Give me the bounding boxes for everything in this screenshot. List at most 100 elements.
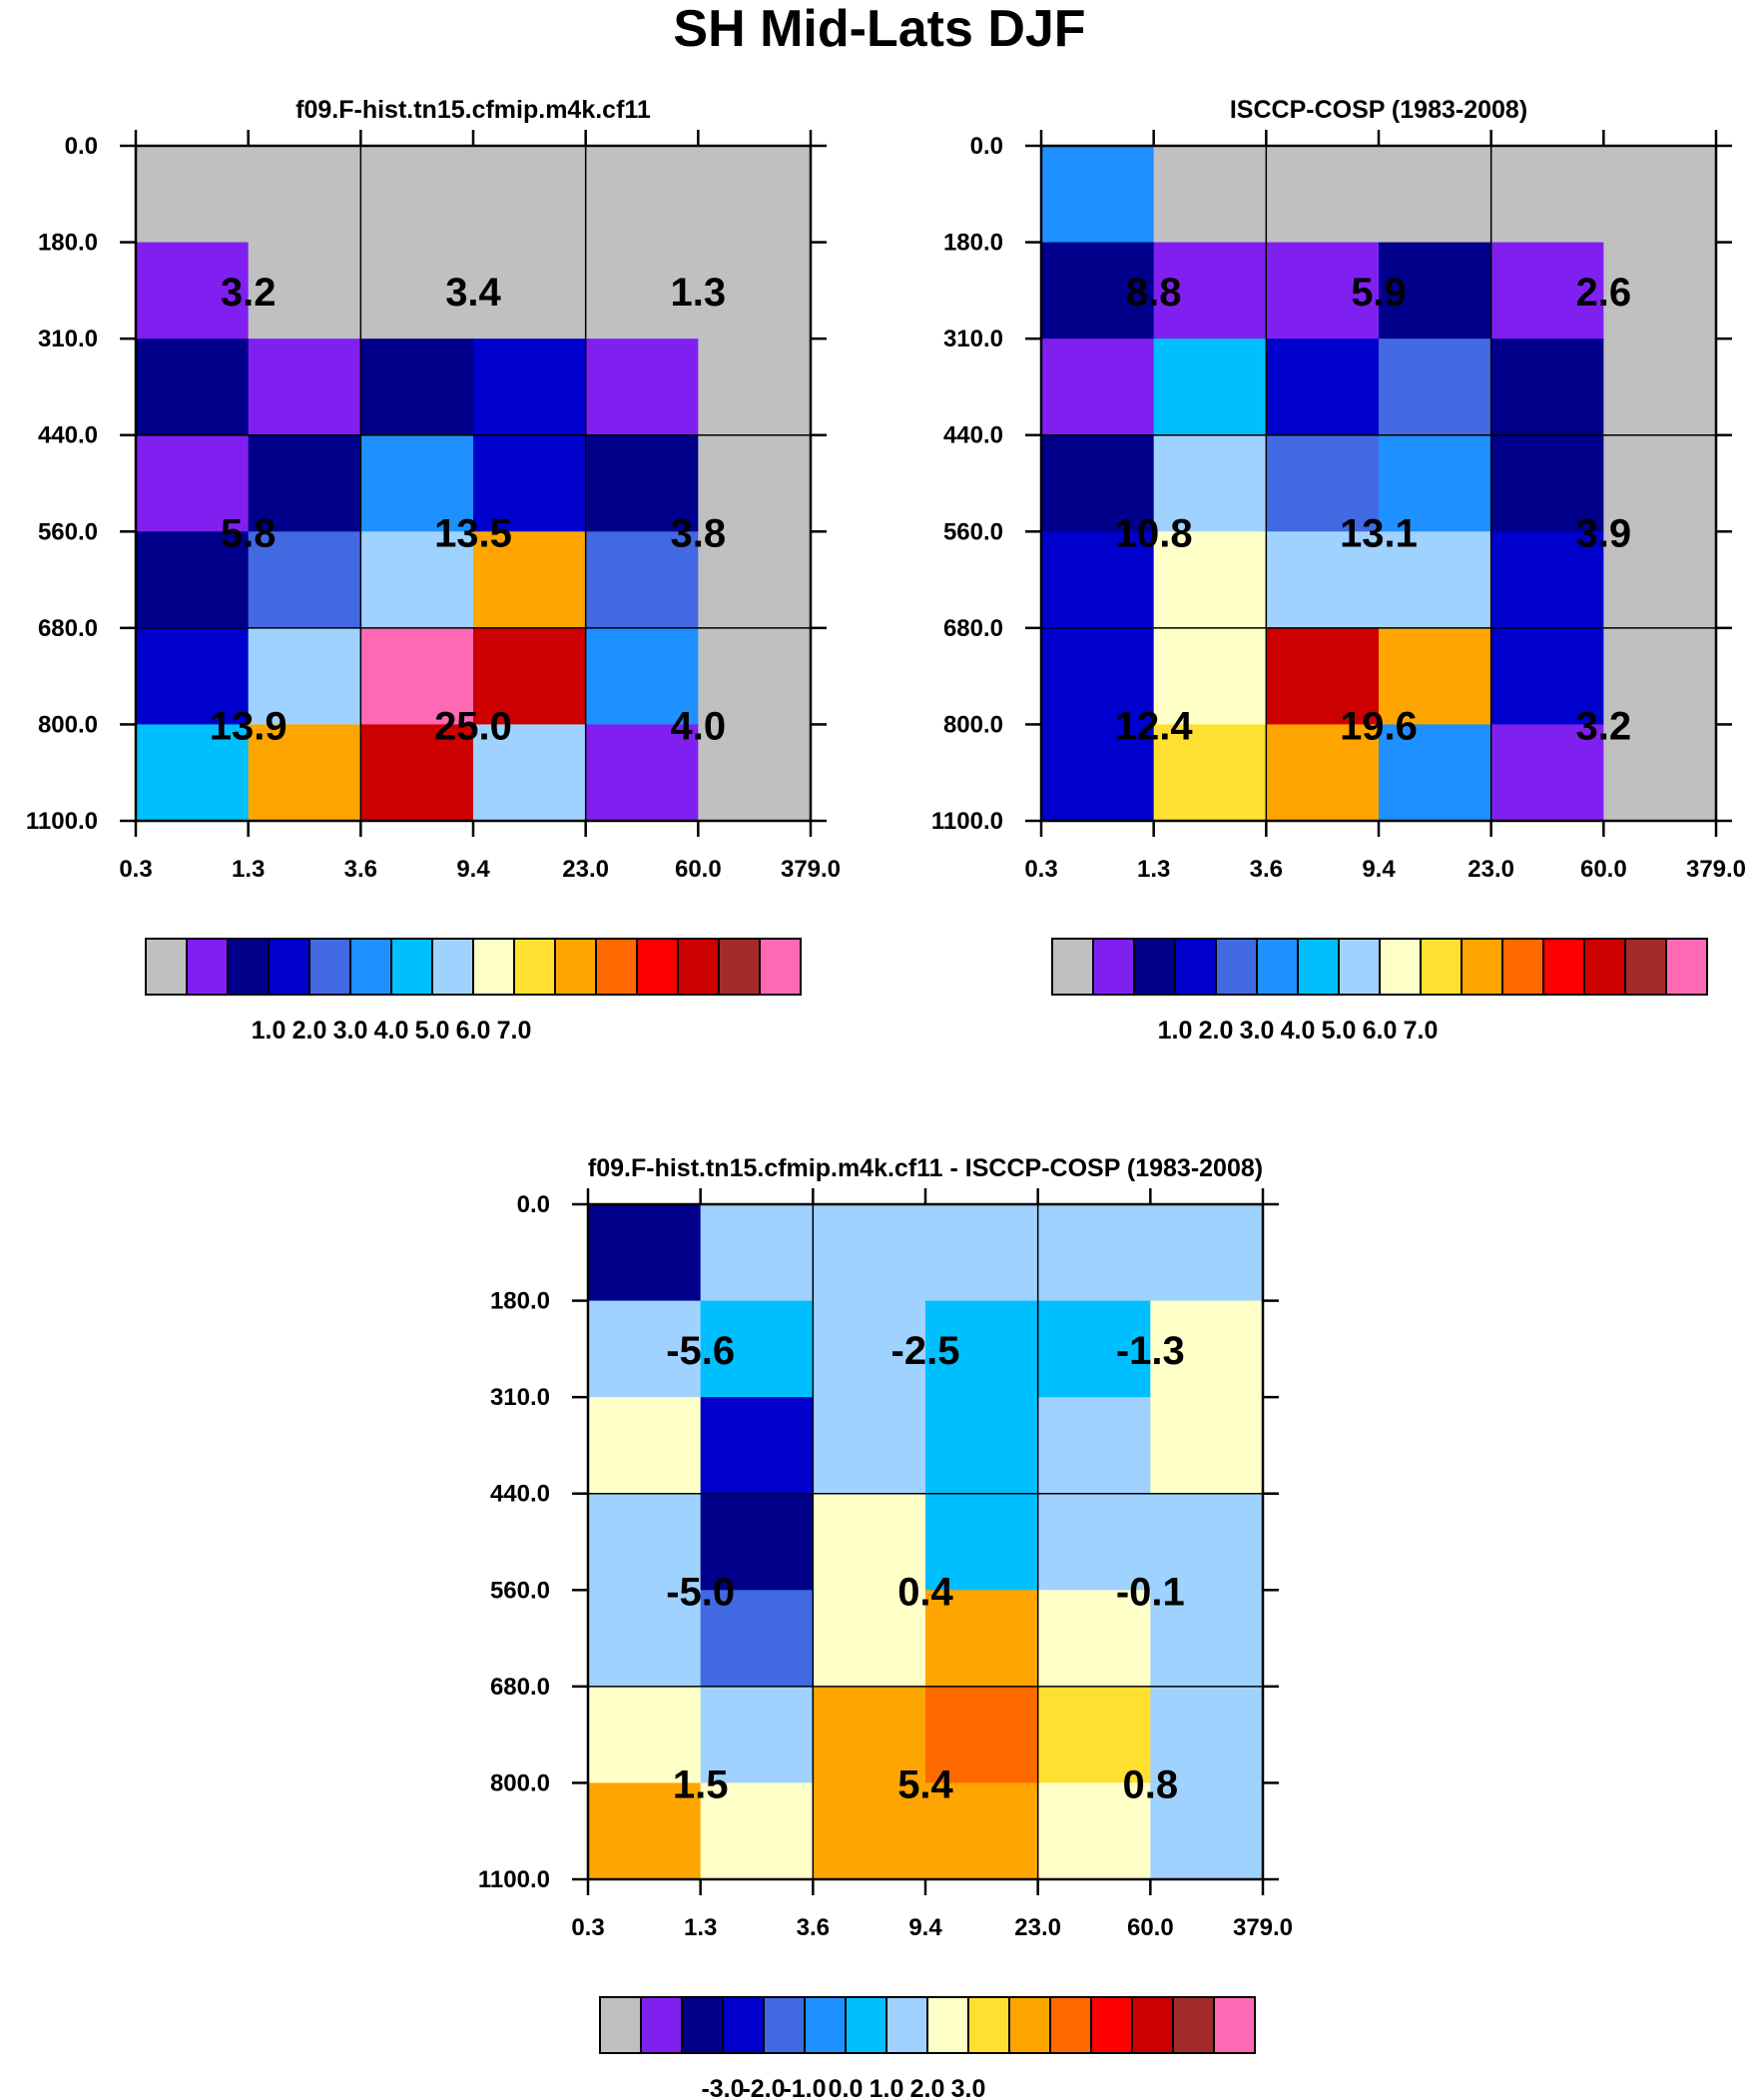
colorbar-box	[1338, 938, 1381, 996]
heatmap-cell	[1037, 1493, 1151, 1591]
heatmap-cell	[588, 1204, 702, 1302]
heatmap-cell	[1150, 1397, 1264, 1495]
heatmap-cell	[813, 1686, 926, 1783]
heatmap-cell	[1490, 627, 1604, 725]
heatmap-cell	[1153, 627, 1267, 725]
y-tick-label: 560.0	[943, 518, 1003, 545]
block-value-label: 19.6	[1340, 704, 1418, 748]
heatmap-cell	[1266, 724, 1380, 822]
colorbar-box	[145, 938, 188, 996]
block-value-label: 3.8	[671, 511, 727, 555]
colorbar-box	[554, 938, 597, 996]
colorbar-label: 5.0	[1322, 1017, 1357, 1045]
x-tick-label: 0.3	[571, 1914, 604, 1941]
colorbar-box	[349, 938, 392, 996]
y-tick-label: 440.0	[38, 422, 98, 449]
x-tick-label: 9.4	[456, 856, 490, 883]
heatmap-cell	[136, 724, 250, 822]
x-tick-label: 379.0	[781, 856, 841, 883]
heatmap-cell	[1037, 1300, 1151, 1398]
y-tick-label: 180.0	[38, 230, 98, 257]
colorbar-box	[1461, 938, 1503, 996]
heatmap-cell	[1490, 339, 1604, 436]
panel-1: f09.F-hist.tn15.cfmip.m4k.cf11 0.0 180.0 31…	[26, 96, 841, 1045]
panel-title: f09.F-hist.tn15.cfmip.m4k.cf11 - ISCCP-C…	[588, 1154, 1263, 1182]
block-value-label: 5.4	[897, 1762, 953, 1806]
colorbar-label: -3.0	[701, 2075, 744, 2100]
heatmap-cell	[698, 434, 812, 532]
y-tick-label: 1100.0	[478, 1866, 550, 1893]
heatmap-cell	[813, 1782, 926, 1880]
panel-3: f09.F-hist.tn15.cfmip.m4k.cf11 - ISCCP-C…	[478, 1154, 1293, 2100]
heatmap-cell	[136, 146, 250, 244]
heatmap-cell	[1603, 724, 1717, 822]
heatmap-cell	[360, 146, 474, 244]
colorbar-box	[885, 1996, 928, 2054]
heatmap-cell	[1153, 724, 1267, 822]
colorbar-box	[1297, 938, 1340, 996]
heatmap-cell	[700, 1590, 814, 1688]
heatmap-cell	[473, 627, 587, 725]
colorbar-label: 2.0	[293, 1017, 327, 1045]
y-tick-label: 680.0	[943, 615, 1003, 642]
colorbar-label: 7.0	[497, 1017, 532, 1045]
heatmap-cell	[1379, 242, 1492, 340]
heatmap-cell	[136, 242, 250, 340]
x-tick-label: 9.4	[908, 1914, 942, 1941]
heatmap-cell	[585, 724, 699, 822]
colorbar-box	[718, 938, 761, 996]
colorbar-label: 1.0	[1158, 1017, 1193, 1045]
heatmap-cell	[248, 724, 361, 822]
panel-title: ISCCP-COSP (1983-2008)	[1230, 96, 1527, 124]
colorbar-box	[926, 1996, 969, 2054]
block-value-label: 10.8	[1115, 511, 1193, 555]
colorbar-label: 4.0	[374, 1017, 409, 1045]
y-tick-label: 0.0	[517, 1191, 550, 1218]
colorbar-box	[1542, 938, 1585, 996]
heatmap-cell	[813, 1493, 926, 1591]
block-value-label: 1.3	[671, 271, 727, 315]
colorbar-box	[1379, 938, 1422, 996]
block-value-label: -2.5	[891, 1329, 960, 1373]
x-tick-label: 1.3	[1137, 856, 1170, 883]
x-tick-label: 379.0	[1233, 1914, 1293, 1941]
heatmap-cell	[1150, 1686, 1264, 1783]
heatmap-cell	[473, 242, 587, 340]
y-tick-label: 800.0	[38, 711, 98, 738]
heatmap-cell	[1379, 531, 1492, 629]
colorbar-box	[1583, 938, 1626, 996]
x-tick-label: 0.3	[1024, 856, 1057, 883]
heatmap-cell	[1153, 146, 1267, 244]
x-tick-label: 3.6	[1250, 856, 1283, 883]
colorbar-box	[186, 938, 229, 996]
heatmap-cell	[700, 1493, 814, 1591]
block-value-label: -1.3	[1116, 1329, 1185, 1373]
heatmap-cell	[473, 531, 587, 629]
heatmap-cell	[1603, 339, 1717, 436]
y-tick-label: 310.0	[490, 1384, 550, 1411]
block-value-label: 2.6	[1576, 271, 1632, 315]
colorbar-box	[308, 938, 351, 996]
heatmap-cell	[1153, 434, 1267, 532]
x-tick-label: 1.3	[232, 856, 265, 883]
colorbar-label: 3.0	[333, 1017, 368, 1045]
heatmap-cell	[1150, 1590, 1264, 1688]
heatmap-cell	[698, 531, 812, 629]
heatmap-cell	[473, 339, 587, 436]
colorbar-box	[1090, 1996, 1133, 2054]
x-tick-label: 60.0	[1580, 856, 1627, 883]
colorbar-box	[1133, 938, 1176, 996]
heatmap-cell	[136, 627, 250, 725]
block-value-label: 13.9	[210, 704, 288, 748]
heatmap-cell	[1037, 1782, 1151, 1880]
heatmap-cell	[1490, 724, 1604, 822]
heatmap-cell	[1041, 339, 1155, 436]
x-tick-label: 60.0	[1127, 1914, 1174, 1941]
y-tick-label: 1100.0	[931, 808, 1003, 835]
heatmap-cell	[1266, 434, 1380, 532]
heatmap-cell	[360, 627, 474, 725]
heatmap-cell	[925, 1493, 1039, 1591]
heatmap-cell	[585, 339, 699, 436]
heatmap-cell	[588, 1782, 702, 1880]
